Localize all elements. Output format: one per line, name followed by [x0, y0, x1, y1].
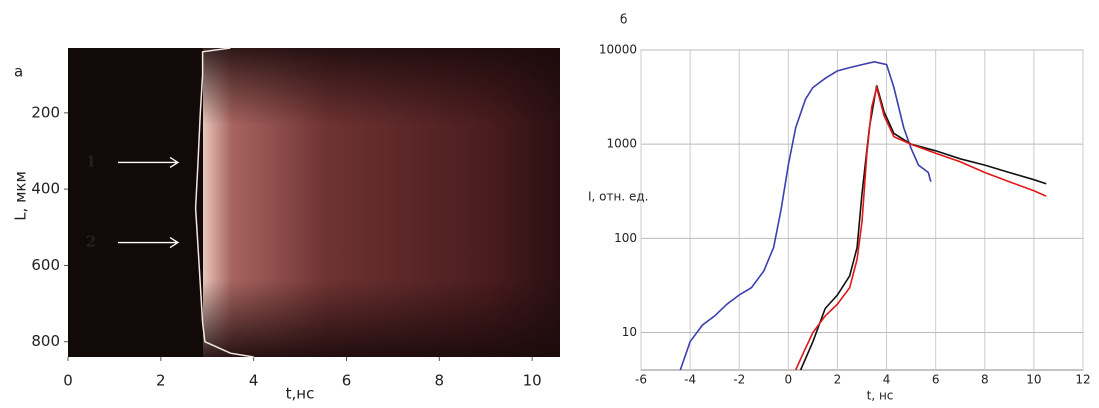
panel-letter: а [14, 63, 23, 81]
x-tick-label: 6 [342, 372, 352, 390]
x-tick-label: 12 [1075, 373, 1090, 387]
y-tick-label: 10 [622, 325, 637, 339]
x-axis-title: t,нс [286, 385, 315, 403]
annotation-arrow [118, 156, 180, 168]
x-tick-label: 4 [883, 373, 891, 387]
x-tick-label: 0 [63, 372, 73, 390]
x-tick-label: 2 [156, 372, 166, 390]
x-tick-label: 8 [435, 372, 445, 390]
y-tick-label: 400 [31, 180, 60, 198]
y-tick-label: 600 [31, 256, 60, 274]
y-axis-title: L, мкм [12, 171, 30, 221]
series-line [679, 60, 932, 371]
annotation-arrow [118, 237, 180, 249]
profile-line [194, 47, 254, 358]
x-tick-label: 10 [523, 372, 542, 390]
x-tick-label: -2 [733, 373, 745, 387]
x-tick-label: -6 [635, 373, 647, 387]
y-tick-label: 800 [31, 332, 60, 350]
series-line [794, 84, 1047, 371]
y-tick-label: 1000 [606, 137, 637, 151]
image-shade [203, 48, 560, 357]
x-tick-label: -4 [684, 373, 696, 387]
x-tick-label: 0 [785, 373, 793, 387]
x-tick-label: 6 [932, 373, 940, 387]
y-axis-title: I, отн. ед. [588, 190, 648, 204]
y-tick-label: 10000 [599, 43, 637, 57]
panel-letter: б [620, 13, 627, 27]
y-tick-label: 200 [31, 103, 60, 121]
y-tick-label: 100 [614, 231, 637, 245]
x-tick-label: 4 [249, 372, 259, 390]
annotation-label: 1 [86, 152, 96, 170]
annotation-label: 2 [86, 233, 96, 251]
x-tick-label: 2 [834, 373, 842, 387]
panel-a: 0 2 4 6 8 10 200 400 600 800 1 2 а t,нс L, мкм [12, 47, 560, 403]
panel-b: -6 -4 -2 0 2 4 6 8 10 12 10 100 1000 10000 б t, нс I, от… [588, 13, 1091, 403]
x-tick-label: 8 [981, 373, 989, 387]
x-axis-title: t, нс [867, 389, 894, 403]
x-tick-label: 10 [1026, 373, 1041, 387]
